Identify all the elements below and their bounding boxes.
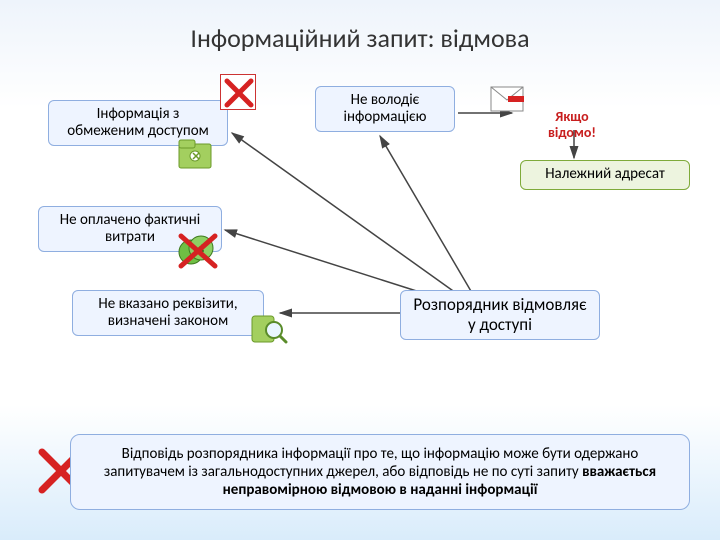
box-no-info: Не володіє інформацією — [315, 86, 455, 132]
box-center-refusal: Розпорядник відмовляє у доступі — [400, 290, 600, 340]
box-no-requisites-label: Не вказано реквізити, визначені законом — [83, 296, 253, 331]
envelope-icon — [490, 86, 524, 112]
box-proper-addressee-label: Належний адресат — [545, 166, 665, 183]
box-center-refusal-label: Розпорядник відмовляє у доступі — [411, 295, 589, 334]
box-no-info-label: Не володіє інформацією — [326, 92, 444, 127]
page-title: Інформаційний запит: відмова — [0, 22, 720, 54]
footer-text: Відповідь розпорядника інформації про те… — [104, 445, 638, 481]
title-text: Інформаційний запит: відмова — [190, 22, 529, 54]
label-if-known: Якщо відомо! — [522, 104, 622, 146]
box-proper-addressee: Належний адресат — [520, 160, 690, 190]
folder-icon — [175, 136, 215, 172]
money-cross-icon: $ — [175, 230, 221, 270]
footer-note: Відповідь розпорядника інформації про те… — [70, 434, 690, 510]
magnifier-icon — [250, 312, 288, 346]
cross-icon — [220, 74, 256, 110]
box-no-requisites: Не вказано реквізити, визначені законом — [72, 290, 264, 336]
label-if-known-text: Якщо відомо! — [533, 109, 611, 141]
